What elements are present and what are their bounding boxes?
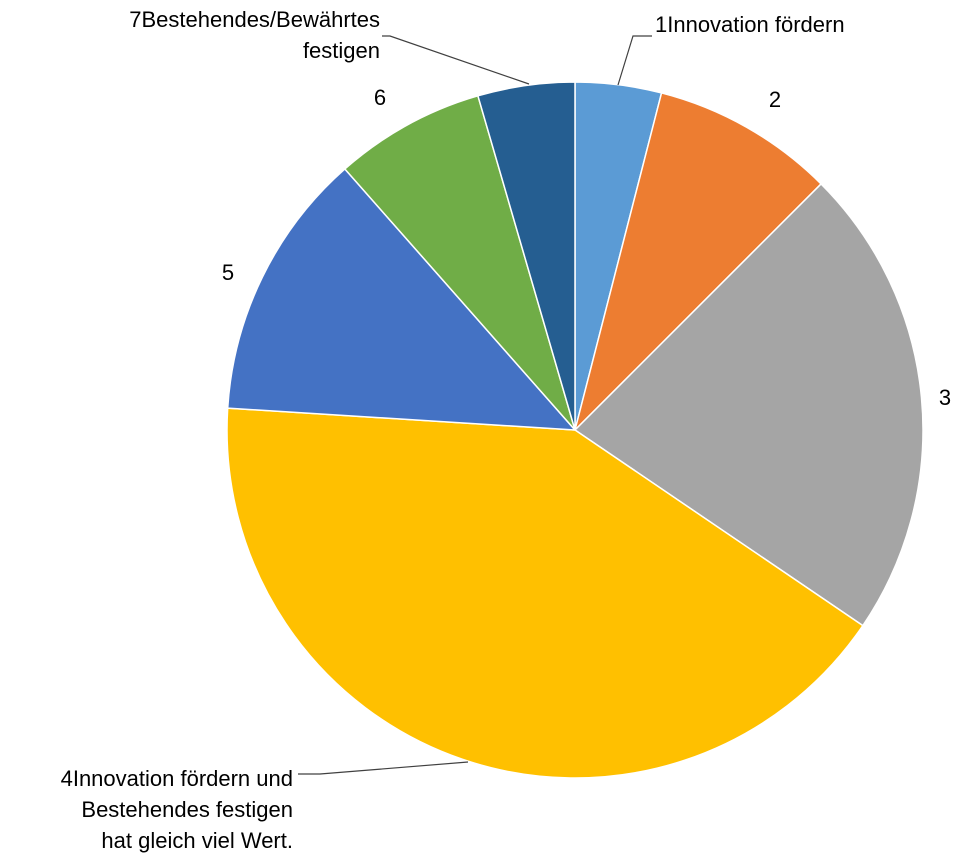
leader-line-4 <box>298 761 469 775</box>
pie-slice-4 <box>226 407 864 779</box>
slice-label-line: 1Innovation fördern <box>655 12 845 37</box>
leader-line-1 <box>617 35 652 86</box>
slice-label-line: 2 <box>769 87 781 112</box>
slice-label-line: 5 <box>222 260 234 285</box>
slice-label-7: 7Bestehendes/Bewährtes festigen <box>129 7 380 63</box>
pie-slice-7 <box>476 81 576 431</box>
slice-label-1: 1Innovation fördern <box>655 12 845 37</box>
pie-slice-2 <box>573 92 823 433</box>
slice-label-line: hat gleich viel Wert. <box>101 828 293 853</box>
slice-label-line: 6 <box>374 85 386 110</box>
slice-labels: 1Innovation fördern 2 3 4Innovation fördern… <box>61 7 952 853</box>
slice-label-line: festigen <box>303 38 380 63</box>
leader-line-7 <box>382 35 530 85</box>
slice-label-5: 5 <box>222 260 234 285</box>
slice-label-line: 3 <box>939 385 951 410</box>
slice-label-3: 3 <box>939 385 951 410</box>
pie-slice-5 <box>226 167 577 431</box>
pie-slice-3 <box>573 182 924 627</box>
pie-slices <box>226 81 924 779</box>
slice-label-2: 2 <box>769 87 781 112</box>
leader-lines <box>298 35 652 775</box>
slice-label-line: 7Bestehendes/Bewährtes <box>129 7 380 32</box>
pie-slice-6 <box>343 94 576 431</box>
slice-label-line: Bestehendes festigen <box>81 797 293 822</box>
slice-label-line: 4Innovation fördern und <box>61 766 293 791</box>
slice-label-4: 4Innovation fördern und Bestehendes festi… <box>61 766 293 853</box>
slice-label-6: 6 <box>374 85 386 110</box>
